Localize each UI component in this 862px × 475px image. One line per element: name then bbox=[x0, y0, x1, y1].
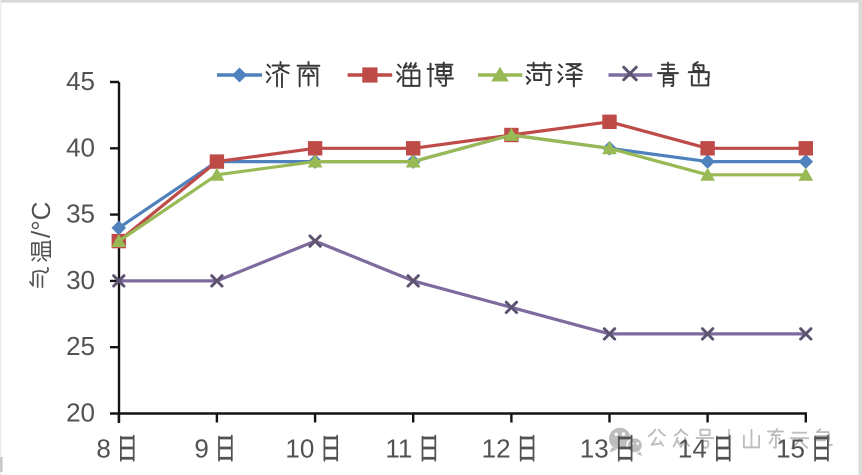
svg-text:35: 35 bbox=[66, 199, 95, 229]
svg-text:45: 45 bbox=[66, 66, 95, 96]
svg-text:10: 10 bbox=[285, 434, 314, 464]
svg-text:12: 12 bbox=[482, 434, 511, 464]
svg-text:14: 14 bbox=[678, 434, 707, 464]
svg-text:25: 25 bbox=[66, 331, 95, 361]
svg-text:30: 30 bbox=[66, 265, 95, 295]
svg-text:9: 9 bbox=[194, 434, 208, 464]
svg-text:15: 15 bbox=[776, 434, 805, 464]
svg-text:/°C: /°C bbox=[26, 202, 56, 238]
svg-text:11: 11 bbox=[385, 434, 412, 464]
svg-text:20: 20 bbox=[66, 398, 95, 428]
svg-text:8: 8 bbox=[96, 434, 110, 464]
svg-text:40: 40 bbox=[66, 132, 95, 162]
svg-text:13: 13 bbox=[580, 434, 609, 464]
